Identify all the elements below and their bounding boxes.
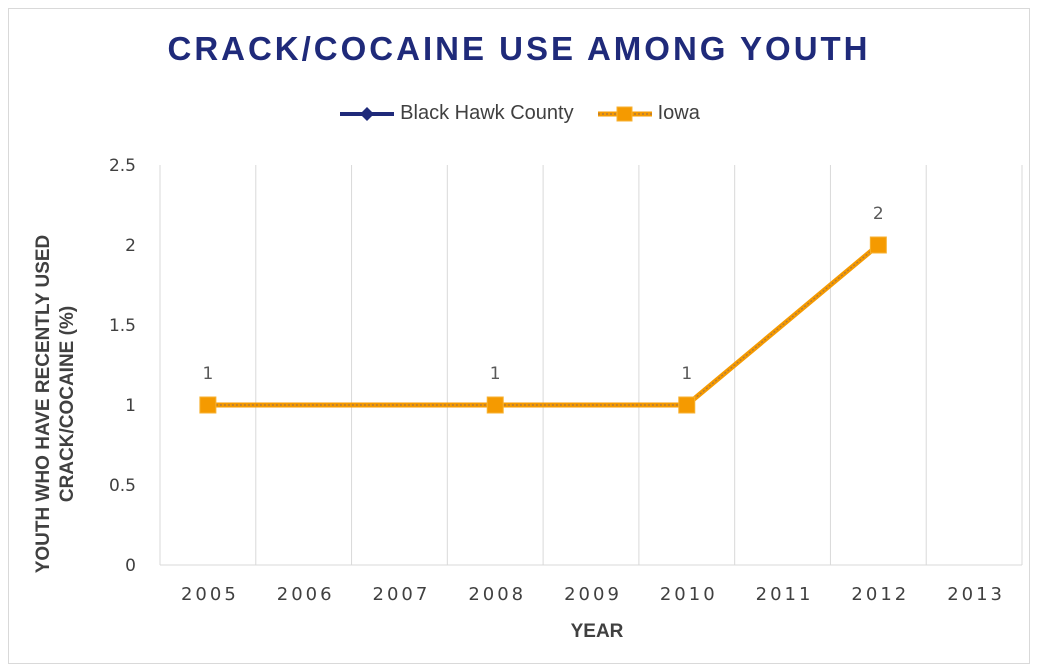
data-point[interactable] [869,236,887,254]
legend-item-black-hawk[interactable]: Black Hawk County [338,102,574,125]
chart-title: CRACK/COCAINE USE AMONG YOUTH [167,30,871,67]
x-tick-label: 2007 [373,584,431,605]
y-axis-ticks: 0 0.5 1 1.5 2 2.5 [109,156,136,576]
x-tick-label: 2011 [756,584,814,605]
data-labels: 1 1 1 2 [202,204,883,384]
y-axis-title-line-2: CRACK/COCAINE (%) [57,306,78,502]
data-point[interactable] [199,396,217,414]
series-layer [199,236,887,414]
y-tick-label: 1 [125,396,136,416]
data-point[interactable] [486,396,504,414]
chart-frame [8,8,1030,664]
grid-lines [159,165,1023,566]
x-tick-label: 2005 [181,584,239,605]
data-point[interactable] [678,396,696,414]
data-label: 1 [490,364,501,384]
y-axis-title-line-1: YOUTH WHO HAVE RECENTLY USED [33,235,54,574]
y-tick-label: 0.5 [109,476,136,496]
x-tick-label: 2013 [947,584,1005,605]
legend-label-iowa: Iowa [657,102,700,124]
legend-swatch-black-hawk [340,106,395,121]
series-line-1 [207,243,880,408]
y-tick-label: 0 [125,556,136,576]
x-tick-label: 2009 [564,584,622,605]
x-axis-ticks: 2005 2006 2007 2008 2009 2010 2011 2012 2013 [181,584,1005,605]
x-axis-title: YEAR [571,621,624,642]
legend-item-iowa[interactable]: Iowa [596,102,700,125]
legend-label-black-hawk: Black Hawk County [400,102,574,124]
data-label: 1 [681,364,692,384]
y-tick-label: 2.5 [109,156,136,176]
x-tick-label: 2006 [277,584,335,605]
chart-legend: Black Hawk County Iowa [0,102,1038,125]
y-tick-label: 2 [125,236,136,256]
legend-swatch-iowa [597,106,652,121]
data-label: 2 [873,204,884,224]
data-label: 1 [202,364,213,384]
y-axis-title: YOUTH WHO HAVE RECENTLY USED CRACK/COCAI… [33,235,78,574]
y-tick-label: 1.5 [109,316,136,336]
x-tick-label: 2008 [468,584,526,605]
x-tick-label: 2010 [660,584,718,605]
x-tick-label: 2012 [851,584,909,605]
